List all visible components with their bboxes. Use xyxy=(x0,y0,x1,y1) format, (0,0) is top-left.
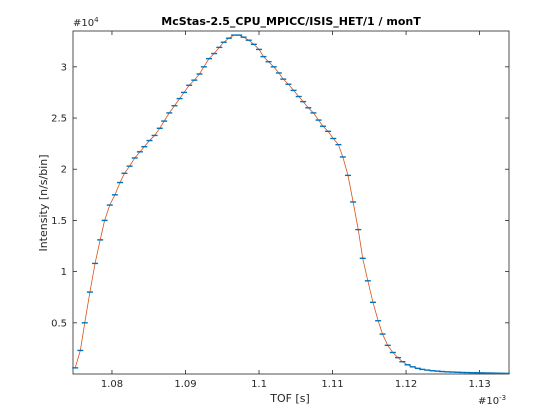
y-tick-label: 1 xyxy=(61,267,67,278)
x-tick-label: 1.13 xyxy=(468,379,490,390)
y-exponent-label: #104 xyxy=(73,16,99,29)
x-tick-label: 1.12 xyxy=(395,379,417,390)
x-tick-label: 1.1 xyxy=(251,379,267,390)
y-axis-ticks: 0.5 1 1.5 2 2.5 3 xyxy=(51,62,509,329)
plot-area-frame xyxy=(72,30,510,375)
y-tick-label: 0.5 xyxy=(51,318,67,329)
y-tick-label: 1.5 xyxy=(51,216,67,227)
y-tick-label: 3 xyxy=(61,62,67,73)
x-tick-label: 1.08 xyxy=(101,379,123,390)
y-tick-label: 2 xyxy=(61,165,67,176)
y-tick-label: 2.5 xyxy=(51,114,67,125)
x-axis-ticks: 1.08 1.09 1.1 1.11 1.12 1.13 xyxy=(101,31,491,390)
series-line xyxy=(74,34,507,374)
x-exponent-label: #10-3 xyxy=(478,394,506,407)
x-axis-label: TOF [s] xyxy=(269,392,310,405)
chart-title: McStas-2.5_CPU_MPICC/ISIS_HET/1 / monT xyxy=(161,15,421,28)
series-markers xyxy=(72,34,510,375)
x-tick-label: 1.11 xyxy=(321,379,343,390)
x-tick-label: 1.09 xyxy=(174,379,196,390)
y-axis-label: Intensity [n/s/bin] xyxy=(37,154,50,251)
